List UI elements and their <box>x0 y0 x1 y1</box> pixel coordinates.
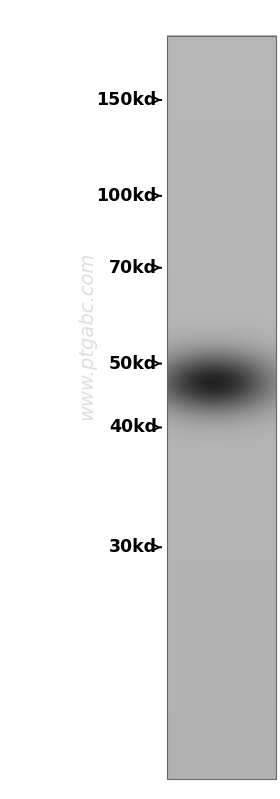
Text: 40kd: 40kd <box>109 419 157 436</box>
Text: 30kd: 30kd <box>109 539 157 556</box>
Text: 100kd: 100kd <box>97 187 157 205</box>
Text: 70kd: 70kd <box>109 259 157 276</box>
Bar <box>167 36 276 779</box>
Text: www.ptgabc.com: www.ptgabc.com <box>77 252 96 419</box>
Text: 150kd: 150kd <box>97 91 157 109</box>
Text: 50kd: 50kd <box>109 355 157 372</box>
